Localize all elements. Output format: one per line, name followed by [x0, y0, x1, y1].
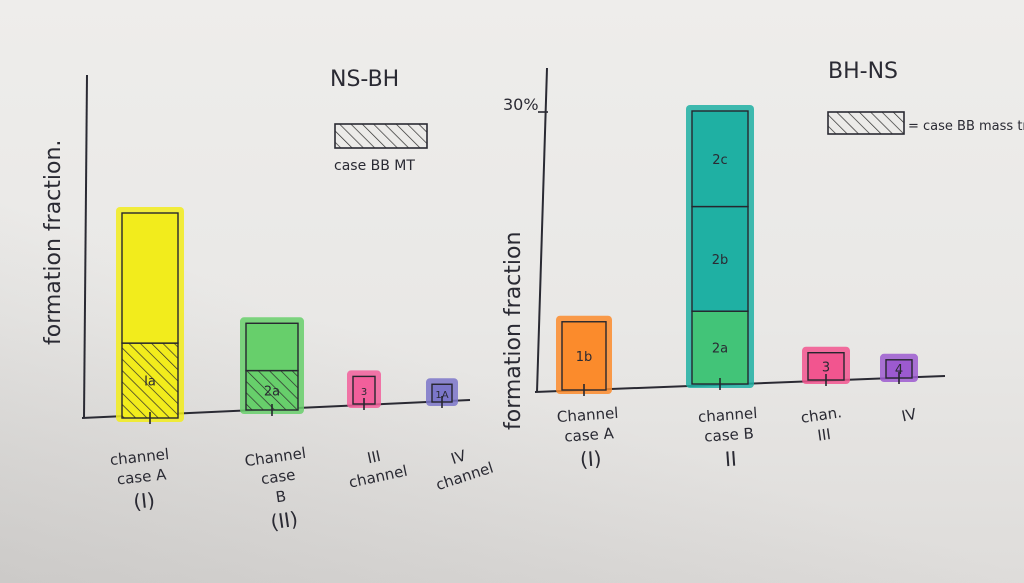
- y-axis-label: formation fraction.: [41, 140, 66, 345]
- segment-hatch: [246, 370, 298, 410]
- segment-label: 1b: [576, 350, 593, 365]
- category-label-3: chan.III: [800, 403, 843, 445]
- category-label-4: IV: [900, 405, 919, 426]
- legend: = case BB mass transfer: [827, 111, 1024, 135]
- bar-3: 3: [347, 370, 381, 410]
- legend-label: = case BB mass transfer: [908, 119, 1024, 134]
- bar-4: 1A: [426, 378, 458, 408]
- segment-label: 1A: [435, 390, 448, 401]
- category-roman: (II): [269, 507, 299, 535]
- category-text: channel: [347, 462, 409, 492]
- segment-label: 2c: [712, 153, 727, 168]
- y-axis-label-text: formation fraction: [501, 232, 526, 430]
- category-text: case B: [704, 424, 755, 445]
- segment-label: 2b: [712, 253, 729, 268]
- bar-segment: [121, 212, 179, 344]
- segment-fill: [561, 321, 607, 391]
- category-text: III: [816, 425, 832, 445]
- legend-swatch: [334, 123, 428, 149]
- bar-2: 2a: [240, 317, 304, 416]
- segment-label: 2a: [712, 342, 728, 357]
- category-text: Channel: [556, 404, 619, 426]
- category-text: IV: [449, 446, 469, 468]
- bar-1: 1b: [556, 315, 612, 396]
- segment-label: Ia: [144, 375, 156, 390]
- category-text: case A: [564, 424, 615, 445]
- bar-3: 3: [802, 346, 850, 386]
- chart-ns-bh: NS-BH formation fraction. case BB MT Ia 2…: [41, 67, 496, 535]
- segment-label: 4: [895, 363, 903, 378]
- segment-fill: [691, 205, 749, 312]
- category-roman: II: [724, 447, 737, 472]
- y-axis: [83, 74, 88, 419]
- segment-hatch: [122, 343, 178, 418]
- legend-swatch: [827, 111, 905, 135]
- y-axis-label: formation fraction: [501, 232, 526, 430]
- bar-segment: 2a: [691, 310, 749, 385]
- category-text: IV: [900, 405, 919, 426]
- bar-1: Ia: [116, 207, 184, 424]
- chart-title: NS-BH: [330, 67, 399, 92]
- category-text: III: [366, 447, 383, 467]
- bar-segment: 2c: [691, 110, 749, 208]
- category-text: Channel: [244, 444, 307, 470]
- segment-fill: [691, 110, 749, 208]
- category-text: case: [260, 466, 297, 489]
- category-roman: (I): [132, 488, 156, 514]
- y-axis: [536, 67, 548, 393]
- segment-fill: [245, 322, 299, 372]
- segment-label: 3: [822, 360, 830, 375]
- bars: 1b 2a 2b 2c 3 4: [556, 105, 918, 396]
- chart-title: BH-NS: [828, 59, 898, 84]
- segment-label: 2a: [264, 384, 280, 399]
- bar-2: 2a 2b 2c: [686, 105, 754, 390]
- category-text: case A: [116, 465, 168, 488]
- category-roman: (I): [579, 446, 602, 471]
- category-text: channel: [697, 404, 757, 426]
- bars: Ia 2a 3 1A: [116, 207, 458, 424]
- y-tick-label: 30%: [503, 95, 539, 114]
- bar-segment: 2b: [691, 205, 749, 312]
- segment-label: 3: [361, 387, 367, 398]
- category-text: chan.: [800, 403, 843, 427]
- bar-4: 4: [880, 353, 918, 384]
- segment-fill: [691, 310, 749, 385]
- bar-segment: 1b: [561, 321, 607, 391]
- chart-bh-ns: BH-NS formation fraction 30% = case BB m…: [501, 59, 1024, 472]
- y-axis-label-text: formation fraction.: [41, 140, 66, 345]
- legend-label: case BB MT: [334, 158, 415, 174]
- bar-segment: Ia: [121, 342, 179, 419]
- segment-fill: [121, 212, 179, 344]
- category-text: B: [275, 487, 288, 506]
- bar-segment: [245, 322, 299, 372]
- legend: case BB MT: [334, 123, 428, 174]
